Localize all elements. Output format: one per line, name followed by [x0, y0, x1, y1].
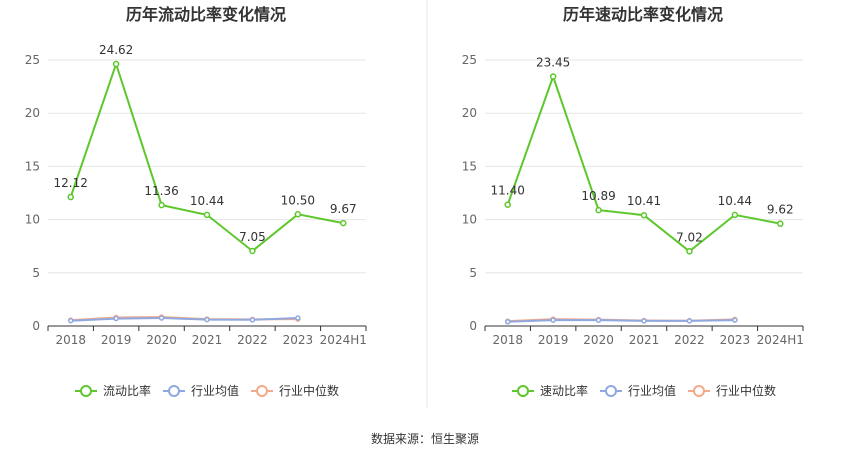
y-tick-label: 25: [462, 53, 477, 67]
series-point: [158, 315, 165, 321]
series-line: [507, 319, 735, 323]
series-point: [641, 318, 647, 324]
x-tick-label: 2022: [237, 333, 268, 347]
series-line: [70, 316, 298, 322]
series-point: [777, 220, 784, 227]
data-label: 24.62: [99, 43, 133, 57]
series-point: [203, 211, 211, 219]
x-tick-label: 2018: [492, 333, 523, 347]
series-point: [595, 206, 602, 214]
series-point: [294, 211, 302, 218]
x-tick-label: 2024H1: [757, 333, 804, 347]
data-label: 10.50: [281, 193, 315, 207]
series-point: [504, 201, 511, 208]
data-source-text: 数据来源：恒生聚源: [371, 431, 479, 446]
series-point: [67, 317, 74, 324]
series-point: [158, 201, 165, 209]
legend-label: 行业中位数: [716, 383, 776, 398]
series-point: [549, 73, 557, 80]
series-point: [595, 317, 602, 323]
series-point: [731, 211, 739, 219]
x-tick-label: 2021: [629, 333, 660, 347]
series-point: [249, 247, 256, 255]
legend-swatch-marker: [517, 385, 529, 397]
data-label: 7.02: [676, 230, 703, 244]
y-tick-label: 10: [462, 213, 477, 227]
series-point: [67, 193, 74, 201]
legend-swatch-marker: [693, 385, 705, 397]
series-point: [204, 316, 210, 323]
x-tick-label: 2021: [192, 333, 223, 347]
y-tick-label: 10: [25, 213, 40, 227]
legend-label: 速动比率: [540, 383, 588, 398]
data-label: 9.67: [330, 202, 357, 216]
series-point: [686, 318, 693, 324]
series-point: [249, 317, 256, 323]
x-tick-label: 2023: [720, 333, 751, 347]
chart-title: 历年速动比率变化情况: [563, 5, 723, 24]
x-tick-label: 2020: [583, 333, 614, 347]
data-label: 10.41: [627, 194, 661, 208]
x-tick-label: 2023: [283, 333, 314, 347]
y-tick-label: 0: [469, 319, 477, 333]
series-point: [295, 315, 301, 321]
series-line: [506, 73, 781, 253]
series-point: [112, 60, 120, 68]
series-point: [550, 317, 556, 323]
data-label: 9.62: [767, 203, 794, 217]
y-tick-label: 15: [462, 159, 477, 173]
x-tick-label: 2019: [101, 333, 132, 347]
data-label: 10.44: [190, 194, 224, 208]
series-line: [69, 60, 344, 253]
legend-swatch-marker: [80, 385, 92, 397]
series-point: [732, 317, 738, 323]
x-tick-label: 2022: [674, 333, 705, 347]
data-label: 23.45: [536, 55, 570, 69]
x-tick-label: 2019: [538, 333, 569, 347]
x-tick-label: 2024H1: [320, 333, 367, 347]
chart-title: 历年流动比率变化情况: [126, 5, 286, 24]
legend-swatch-marker: [256, 385, 268, 397]
quick-ratio-chart: 历年速动比率变化情况 0 5 10 15 20 25 2018 2019 2020 2021 2022…: [462, 5, 804, 398]
y-tick-label: 0: [32, 319, 40, 333]
series-point: [113, 315, 119, 322]
y-tick-label: 5: [469, 266, 477, 280]
x-tick-label: 2018: [55, 333, 86, 347]
series-point: [504, 318, 511, 325]
x-tick-label: 2020: [146, 333, 177, 347]
series-point: [686, 248, 693, 255]
data-label: 10.44: [718, 194, 752, 208]
data-label: 11.40: [491, 184, 525, 198]
legend-label: 行业均值: [628, 383, 676, 398]
y-tick-label: 15: [25, 159, 40, 173]
legend-swatch-marker: [605, 385, 617, 397]
legend-label: 行业均值: [191, 383, 239, 398]
y-tick-label: 20: [25, 106, 40, 120]
series-point: [640, 211, 648, 219]
current-ratio-chart: 历年流动比率变化情况 0 5 10 15 20 25 2018 2019 2020 2021 2022…: [25, 5, 367, 398]
legend-label: 流动比率: [103, 383, 151, 398]
legend-swatch-marker: [168, 385, 180, 397]
y-tick-label: 5: [32, 266, 40, 280]
data-label: 7.05: [239, 230, 266, 244]
legend-label: 行业中位数: [279, 383, 339, 398]
data-label: 11.36: [144, 184, 178, 198]
data-label: 10.89: [581, 189, 615, 203]
y-tick-label: 20: [462, 106, 477, 120]
series-point: [340, 219, 347, 227]
y-tick-label: 25: [25, 53, 40, 67]
data-label: 12.12: [54, 176, 88, 190]
